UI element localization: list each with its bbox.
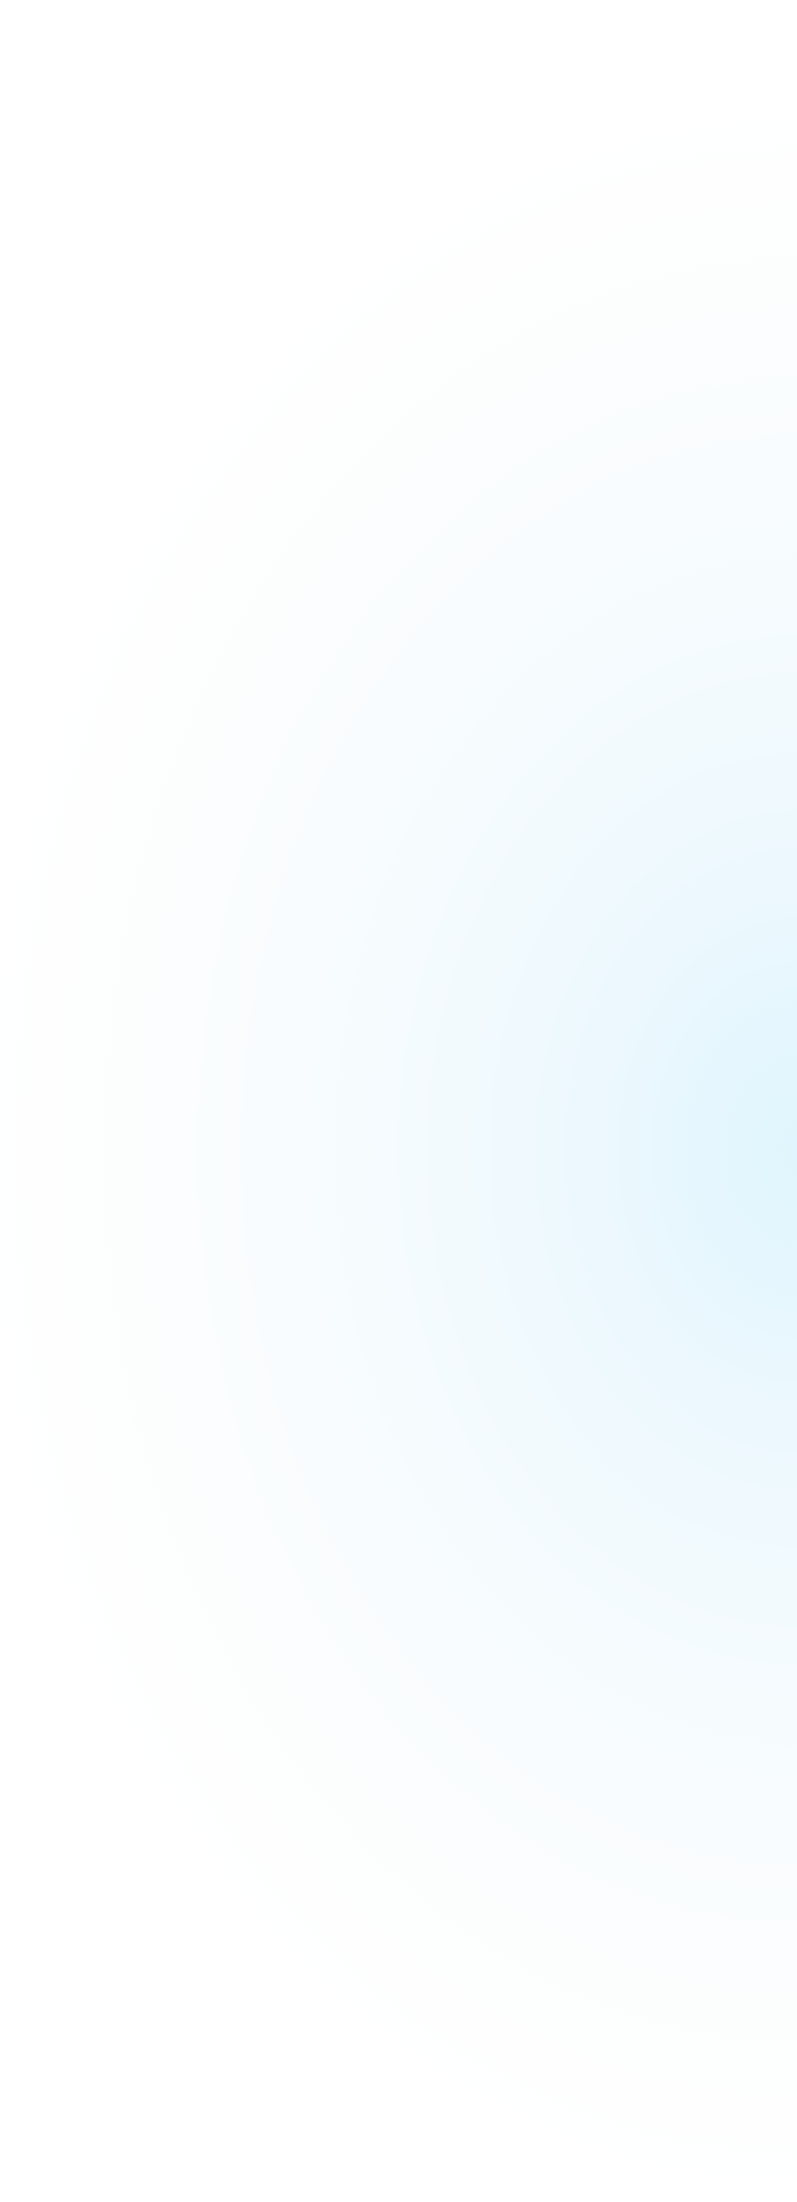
gradient-background <box>0 0 797 2202</box>
